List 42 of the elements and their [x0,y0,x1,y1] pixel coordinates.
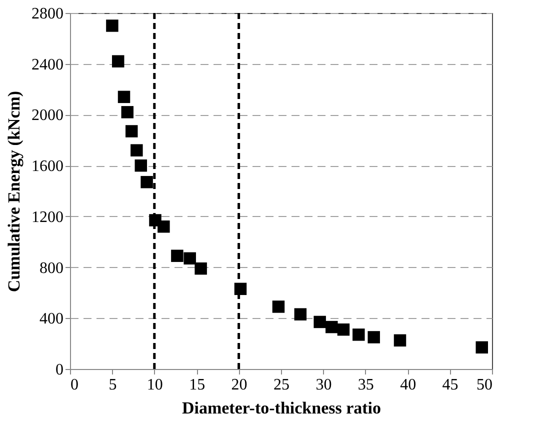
x-tick-label: 45 [442,376,458,394]
point [134,159,148,172]
y-axis-title: Cumulative Energy (kNcm) [4,90,24,292]
y-tick-label: 2000 [32,107,64,124]
point [106,20,118,32]
point [326,320,338,334]
point [314,316,326,328]
point [112,55,124,68]
x-tick-label: 25 [274,376,290,394]
x-axis-title: Diameter-to-thickness ratio [182,398,382,418]
point [125,125,138,138]
y-tick-label: 1200 [32,208,64,226]
point [476,341,488,354]
y-tick-label: 1600 [32,158,64,176]
x-tick-label: 10 [146,376,163,394]
point [337,323,350,336]
x-tick-label: 40 [400,376,416,394]
point [130,144,143,156]
x-tick-label: 15 [189,376,206,394]
y-tick-label: 0 [56,362,64,378]
point [352,328,365,341]
y-tick-label: 2800 [32,6,64,22]
x-tick-label: 20 [231,376,248,394]
point [171,250,184,262]
y-tick-label: 400 [40,310,64,328]
point [158,220,170,233]
x-tick-label: 5 [108,376,117,394]
point [272,300,285,313]
point [194,262,207,275]
x-tick-label: 35 [358,376,374,394]
point [118,90,130,104]
point [184,252,196,265]
point [394,334,406,347]
x-tick-label: 30 [316,376,332,394]
y-tick-label: 800 [40,260,64,277]
point [121,106,134,118]
y-tick-label: 2400 [32,56,64,74]
point [294,308,307,320]
point [368,331,380,344]
point [140,176,153,188]
x-tick-label: 50 [476,376,492,394]
x-tick-label: 0 [70,376,78,394]
